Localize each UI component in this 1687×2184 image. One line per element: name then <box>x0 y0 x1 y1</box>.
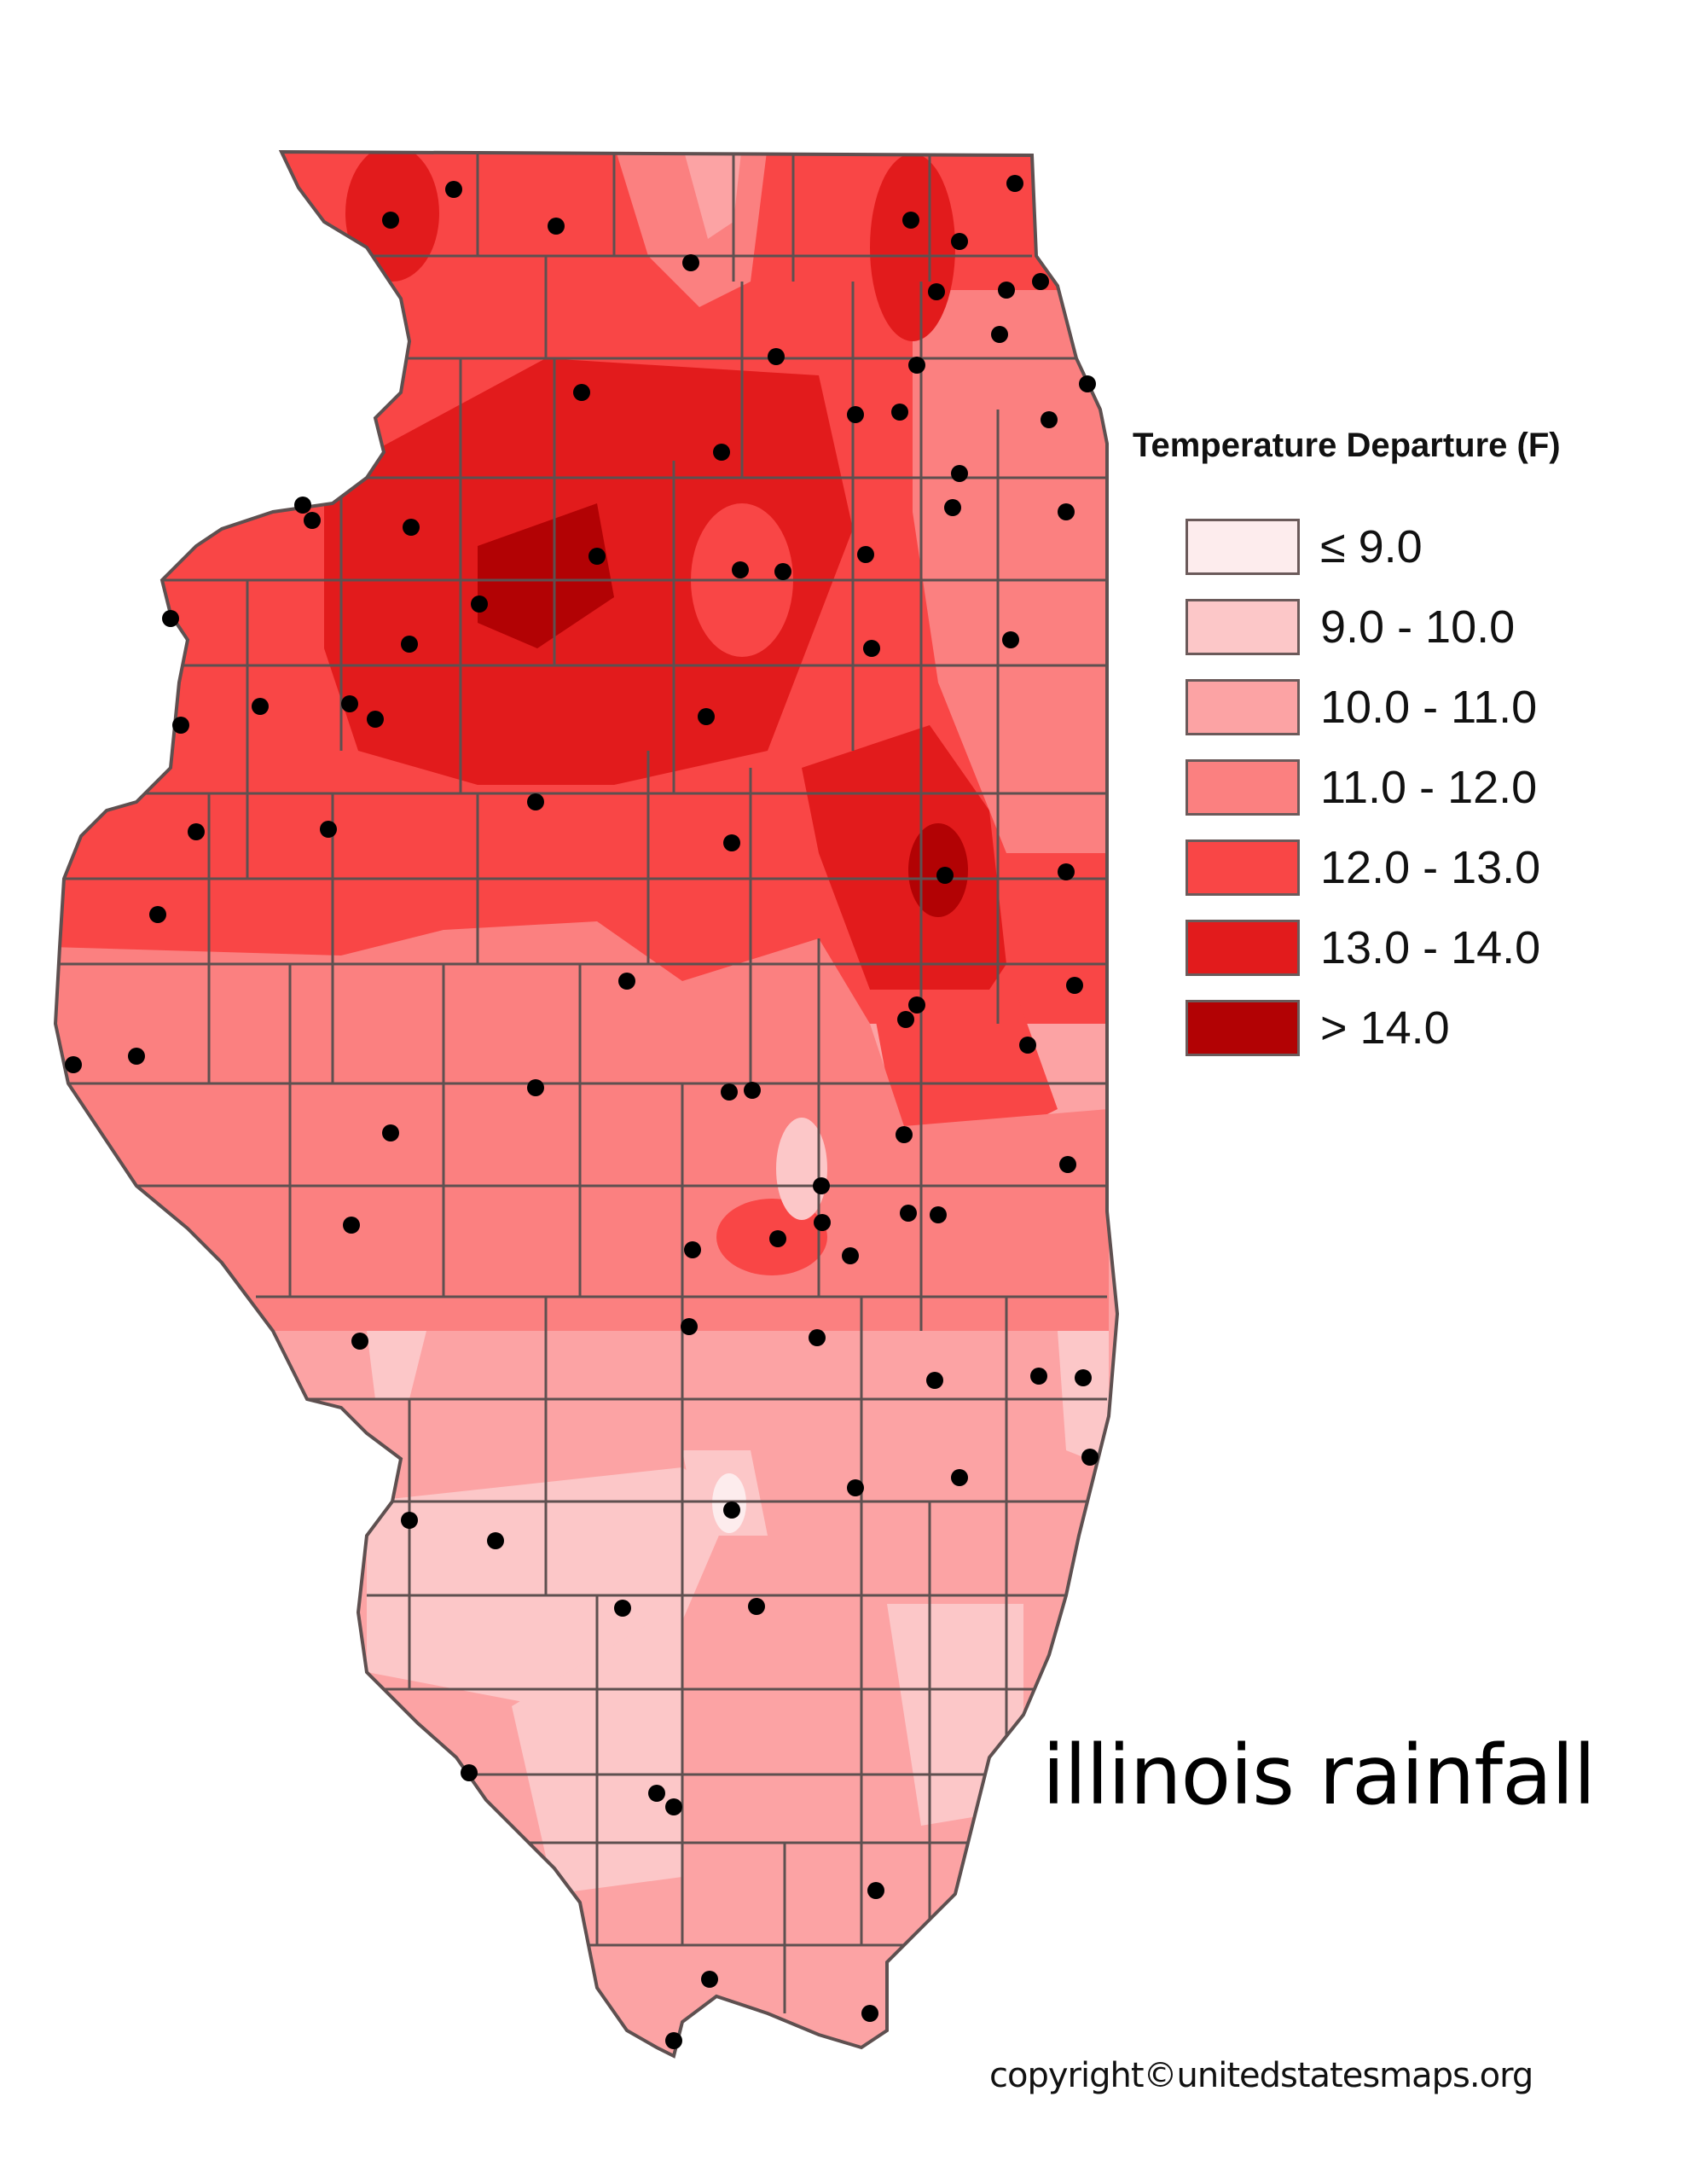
legend-item-12-13: 12.0 - 13.0 <box>1186 828 1540 908</box>
legend-item-10-11: 10.0 - 11.0 <box>1186 667 1540 747</box>
copyright-text: copyright©unitedstatesmaps.org <box>989 2056 1533 2095</box>
legend-label: 11.0 - 12.0 <box>1320 762 1538 813</box>
county-borders <box>55 152 1107 2013</box>
legend-swatch <box>1186 679 1300 735</box>
legend-item-13-14: 13.0 - 14.0 <box>1186 908 1540 988</box>
legend: ≤ 9.0 9.0 - 10.0 10.0 - 11.0 11.0 - 12.0… <box>1186 507 1540 1068</box>
legend-swatch <box>1186 839 1300 896</box>
legend-item-11-12: 11.0 - 12.0 <box>1186 747 1540 828</box>
legend-swatch <box>1186 920 1300 976</box>
legend-label: ≤ 9.0 <box>1320 521 1423 572</box>
legend-item-le-9: ≤ 9.0 <box>1186 507 1540 587</box>
legend-swatch <box>1186 599 1300 655</box>
legend-swatch <box>1186 759 1300 816</box>
station-markers <box>65 175 1099 2049</box>
legend-item-9-10: 9.0 - 10.0 <box>1186 587 1540 667</box>
legend-title: Temperature Departure (F) <box>1133 427 1561 464</box>
legend-label: 9.0 - 10.0 <box>1320 601 1516 653</box>
legend-label: 12.0 - 13.0 <box>1320 842 1541 893</box>
legend-item-gt-14: > 14.0 <box>1186 988 1540 1068</box>
legend-label: 13.0 - 14.0 <box>1320 922 1541 973</box>
legend-swatch <box>1186 519 1300 575</box>
legend-label: > 14.0 <box>1320 1002 1450 1054</box>
legend-label: 10.0 - 11.0 <box>1320 682 1538 733</box>
map-caption: illinois rainfall <box>1042 1728 1596 1823</box>
legend-swatch <box>1186 1000 1300 1056</box>
